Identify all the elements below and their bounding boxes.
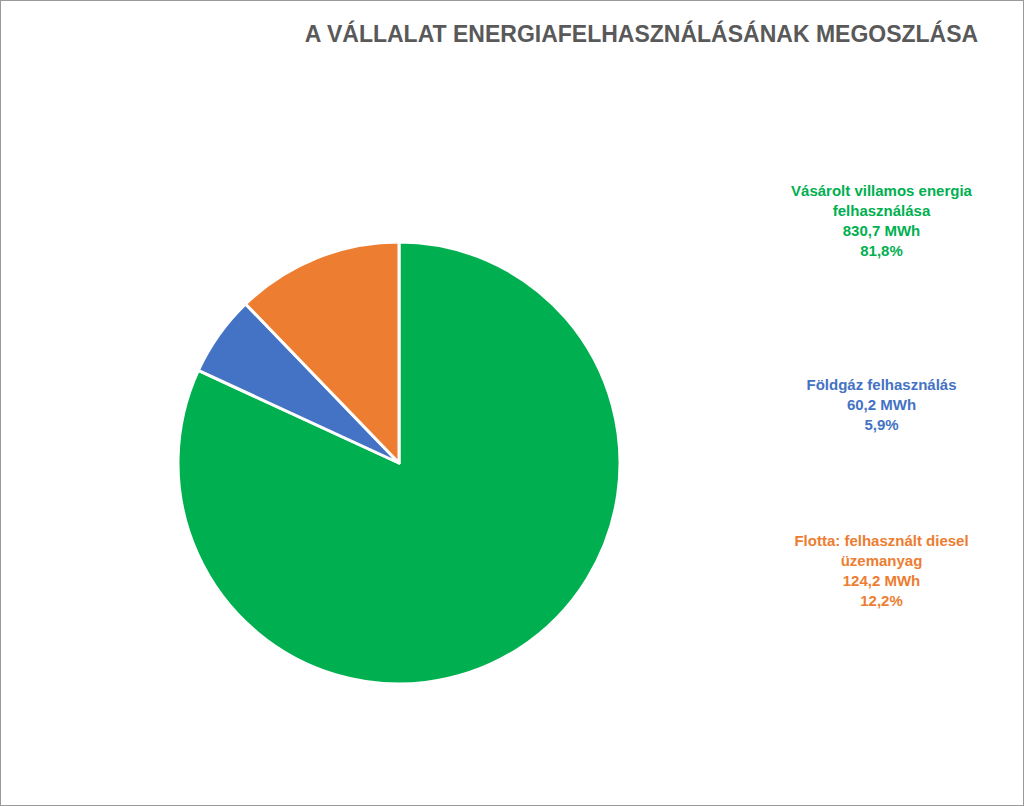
svg-text:A VÁLLALAT ENERGIAFELHASZNÁLÁS: A VÁLLALAT ENERGIAFELHASZNÁLÁSÁNAK MEGOS…	[305, 20, 978, 47]
svg-text:Flotta: felhasznált dieselüzem: Flotta: felhasznált dieselüzemanyag124,2…	[794, 532, 968, 610]
svg-text:Földgáz felhasználás60,2 MWh5,: Földgáz felhasználás60,2 MWh5,9%	[806, 376, 956, 434]
svg-text:Vásárolt villamos energiafelha: Vásárolt villamos energiafelhasználása83…	[791, 182, 973, 260]
